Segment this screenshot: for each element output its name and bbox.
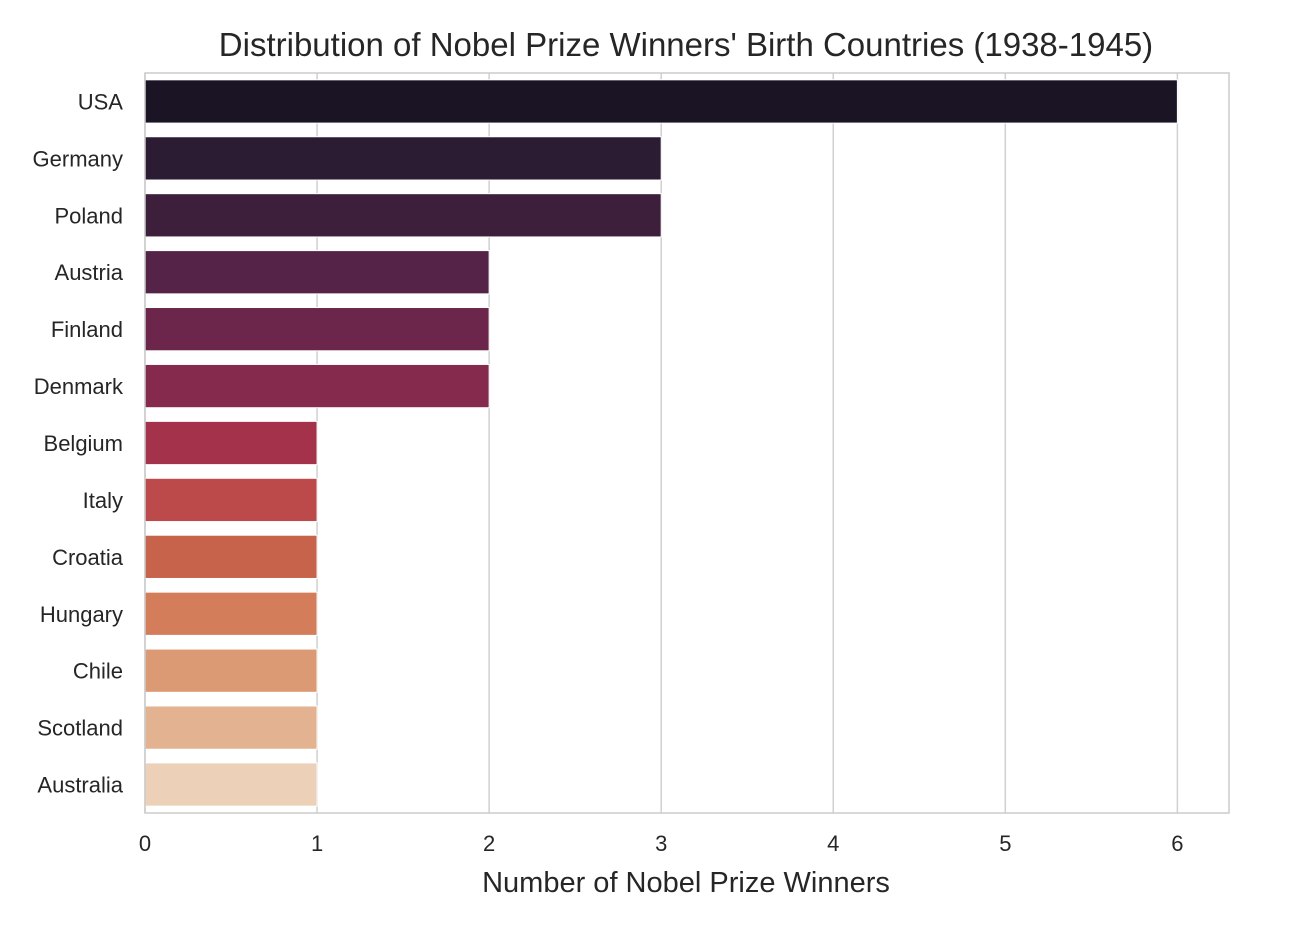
y-tick-label: USA (78, 89, 124, 114)
x-tick-label: 0 (139, 831, 151, 856)
x-tick-labels: 0 1 2 3 4 5 6 (139, 831, 1184, 856)
bar-chile (144, 648, 318, 693)
bar-australia (144, 762, 318, 807)
y-tick-label: Italy (83, 488, 123, 513)
bar-belgium (144, 420, 318, 466)
x-tick-label: 6 (1171, 831, 1183, 856)
plot-frame (144, 72, 1230, 814)
bars (144, 79, 1178, 807)
x-tick-label: 2 (483, 831, 495, 856)
chart-title: Distribution of Nobel Prize Winners' Bir… (219, 26, 1153, 63)
y-tick-label: Poland (54, 203, 123, 228)
x-tick-label: 5 (999, 831, 1011, 856)
x-tick-label: 3 (655, 831, 667, 856)
y-tick-labels: USA Germany Poland Austria Finland Denmark Bel… (33, 89, 124, 797)
y-tick-label: Belgium (44, 431, 123, 456)
bar-hungary (144, 591, 318, 636)
bar-poland (144, 193, 662, 238)
y-tick-label: Chile (73, 659, 123, 684)
bar-denmark (144, 363, 490, 409)
y-tick-label: Hungary (40, 602, 123, 627)
y-tick-label: Finland (51, 317, 123, 342)
bar-usa (144, 79, 1178, 124)
x-tick-label: 1 (311, 831, 323, 856)
y-tick-label: Scotland (37, 716, 123, 741)
bar-austria (144, 250, 490, 295)
y-tick-label: Australia (37, 773, 123, 798)
y-tick-label: Germany (33, 146, 123, 171)
x-axis-label: Number of Nobel Prize Winners (482, 867, 890, 899)
bar-germany (144, 136, 662, 181)
y-tick-label: Austria (55, 260, 124, 285)
x-tick-label: 4 (827, 831, 839, 856)
bar-italy (144, 477, 318, 523)
y-tick-label: Croatia (52, 545, 124, 570)
bar-finland (144, 307, 490, 352)
bar-scotland (144, 705, 318, 750)
y-tick-label: Denmark (34, 374, 124, 399)
bar-croatia (144, 534, 318, 579)
